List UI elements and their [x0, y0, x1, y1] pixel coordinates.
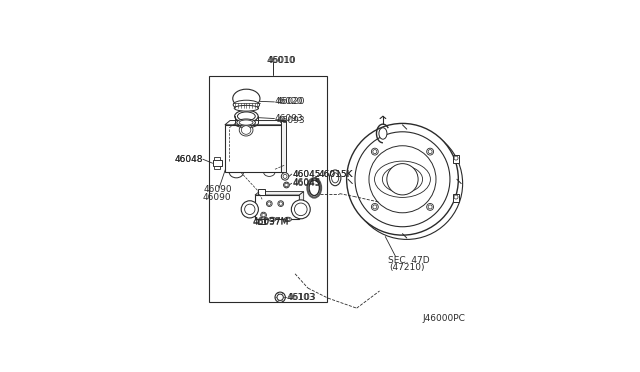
Bar	[212, 160, 221, 166]
Ellipse shape	[234, 105, 259, 111]
Text: 46045: 46045	[292, 170, 321, 179]
Circle shape	[369, 146, 436, 213]
Text: 46103: 46103	[287, 293, 316, 302]
Polygon shape	[300, 192, 303, 219]
Circle shape	[268, 202, 271, 205]
Circle shape	[427, 203, 433, 210]
Bar	[258, 189, 265, 195]
Circle shape	[241, 201, 259, 218]
Text: J46000PC: J46000PC	[422, 314, 465, 323]
Text: 46037M: 46037M	[252, 218, 289, 227]
Ellipse shape	[233, 89, 260, 108]
Bar	[214, 157, 220, 160]
Circle shape	[454, 195, 458, 199]
Circle shape	[373, 205, 377, 209]
Bar	[452, 194, 460, 202]
Text: 46010: 46010	[268, 56, 296, 65]
Circle shape	[279, 202, 282, 205]
Circle shape	[291, 200, 310, 219]
Ellipse shape	[382, 166, 422, 193]
Text: 46090: 46090	[203, 193, 232, 202]
Text: 46015K: 46015K	[319, 170, 353, 179]
Circle shape	[387, 164, 418, 195]
Ellipse shape	[269, 217, 276, 221]
Circle shape	[428, 150, 432, 154]
Circle shape	[355, 132, 450, 227]
Circle shape	[278, 201, 284, 206]
Ellipse shape	[235, 110, 258, 122]
Bar	[209, 76, 326, 302]
Bar	[255, 195, 300, 219]
Ellipse shape	[330, 170, 341, 186]
Polygon shape	[281, 121, 286, 172]
Text: 46010: 46010	[266, 56, 295, 65]
Text: 46090: 46090	[204, 185, 232, 194]
Circle shape	[283, 174, 287, 179]
Circle shape	[275, 292, 285, 302]
Circle shape	[347, 124, 458, 235]
Bar	[258, 218, 265, 224]
Circle shape	[284, 182, 289, 188]
Text: 46045: 46045	[293, 170, 321, 179]
Ellipse shape	[239, 120, 253, 125]
Ellipse shape	[285, 218, 290, 221]
Circle shape	[428, 205, 432, 209]
Circle shape	[277, 294, 284, 301]
Bar	[214, 166, 220, 169]
Bar	[452, 155, 460, 163]
Text: 46093: 46093	[275, 114, 303, 123]
Circle shape	[351, 128, 463, 240]
Text: 46015K: 46015K	[319, 170, 353, 179]
Text: 46045: 46045	[292, 179, 321, 188]
Circle shape	[244, 204, 255, 215]
Ellipse shape	[241, 126, 251, 134]
Ellipse shape	[374, 161, 431, 198]
Text: 46093: 46093	[276, 116, 305, 125]
Text: 46048: 46048	[175, 155, 204, 164]
Circle shape	[266, 201, 272, 206]
Ellipse shape	[284, 217, 291, 221]
Text: 46103: 46103	[287, 293, 316, 302]
Polygon shape	[255, 192, 303, 195]
Circle shape	[427, 148, 433, 155]
Circle shape	[294, 203, 307, 216]
Ellipse shape	[239, 124, 253, 136]
Circle shape	[373, 150, 377, 154]
Ellipse shape	[307, 178, 321, 198]
Circle shape	[371, 203, 378, 210]
Text: SEC. 47D: SEC. 47D	[388, 256, 430, 264]
Circle shape	[285, 183, 288, 187]
Circle shape	[260, 212, 266, 218]
Ellipse shape	[233, 100, 260, 109]
Text: (47210): (47210)	[389, 263, 424, 272]
Text: 46048: 46048	[174, 155, 203, 164]
Text: 46045: 46045	[293, 178, 321, 187]
Text: 46020: 46020	[275, 97, 303, 106]
Ellipse shape	[237, 119, 255, 126]
Circle shape	[262, 214, 265, 217]
Circle shape	[454, 156, 458, 160]
Text: 46037M: 46037M	[252, 217, 289, 226]
Bar	[225, 125, 281, 172]
Ellipse shape	[332, 173, 339, 183]
Circle shape	[371, 148, 378, 155]
Ellipse shape	[309, 180, 319, 196]
Circle shape	[282, 173, 289, 180]
Polygon shape	[225, 121, 286, 125]
Text: 46020: 46020	[276, 97, 305, 106]
Ellipse shape	[237, 112, 255, 121]
Ellipse shape	[379, 128, 387, 139]
Ellipse shape	[270, 218, 275, 221]
